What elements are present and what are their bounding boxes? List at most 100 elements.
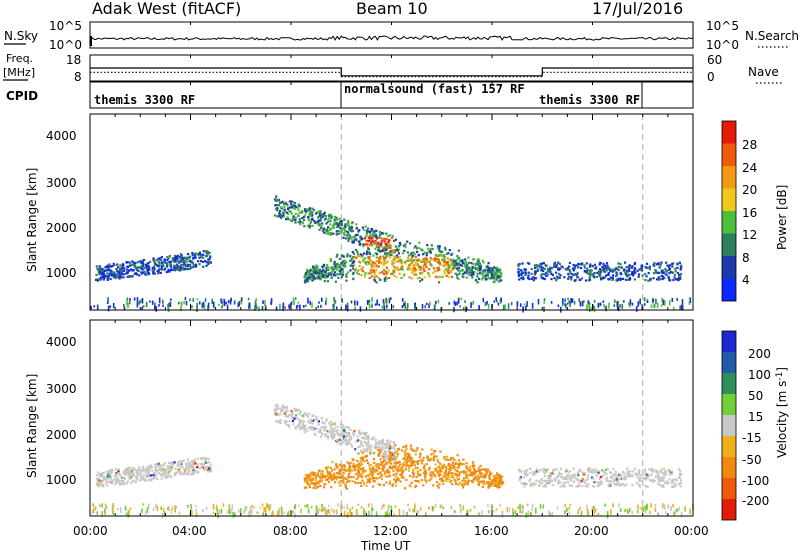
scatter-point xyxy=(324,433,327,436)
scatter-point xyxy=(375,253,378,256)
scatter-point xyxy=(367,443,370,446)
ground-scatter-point xyxy=(417,510,419,514)
scatter-point xyxy=(476,272,479,275)
scatter-point xyxy=(389,451,393,454)
scatter-point xyxy=(492,277,495,280)
scatter-point xyxy=(175,255,178,258)
scatter-point xyxy=(581,471,584,474)
scatter-point xyxy=(206,465,210,469)
ground-scatter-point xyxy=(270,302,273,306)
scatter-point xyxy=(637,275,640,278)
scatter-point xyxy=(329,423,332,426)
scatter-point xyxy=(633,269,636,272)
scatter-point xyxy=(378,277,381,280)
scatter-point xyxy=(111,265,114,268)
scatter-point xyxy=(495,276,498,279)
ground-scatter-point xyxy=(145,301,148,308)
scatter-point xyxy=(436,276,439,279)
scatter-point xyxy=(593,263,597,266)
scatter-point xyxy=(440,464,443,467)
ground-scatter-point xyxy=(378,303,381,307)
scatter-point xyxy=(153,260,156,264)
scatter-point xyxy=(557,267,560,270)
scatter-point xyxy=(123,482,126,485)
scatter-point xyxy=(412,251,415,254)
scatter-point xyxy=(462,272,465,276)
scatter-point xyxy=(361,436,364,439)
scatter-point xyxy=(343,477,346,480)
scatter-point xyxy=(588,276,591,279)
ground-scatter-point xyxy=(519,303,522,307)
scatter-point xyxy=(387,241,390,244)
scatter-point xyxy=(326,468,329,471)
scatter-point xyxy=(342,255,345,258)
scatter-point xyxy=(608,480,611,483)
scatter-point xyxy=(188,468,191,472)
ground-scatter-point xyxy=(662,503,664,509)
ground-scatter-point xyxy=(294,297,297,300)
ground-scatter-point xyxy=(180,305,182,312)
scatter-point xyxy=(588,279,591,282)
power-colorbar xyxy=(721,120,737,302)
scatter-point xyxy=(355,464,358,467)
scatter-point xyxy=(614,470,617,473)
scatter-point xyxy=(632,272,635,276)
ground-scatter-point xyxy=(525,305,527,311)
scatter-point xyxy=(397,260,400,263)
scatter-point xyxy=(290,212,293,215)
scatter-point xyxy=(437,460,440,463)
scatter-point xyxy=(396,247,399,250)
ground-scatter-point xyxy=(240,299,243,305)
scatter-point xyxy=(190,260,193,263)
scatter-point xyxy=(590,471,593,474)
scatter-point xyxy=(95,278,98,281)
scatter-point xyxy=(471,262,474,265)
scatter-point xyxy=(679,272,683,276)
scatter-point xyxy=(617,481,620,484)
ground-scatter-point xyxy=(345,304,347,310)
scatter-point xyxy=(422,266,425,269)
scatter-point xyxy=(464,264,467,267)
scatter-point xyxy=(399,262,402,265)
scatter-point xyxy=(164,472,167,475)
scatter-point xyxy=(517,268,520,271)
scatter-point xyxy=(299,410,302,413)
scatter-point xyxy=(494,278,497,281)
scatter-point xyxy=(338,263,341,266)
scatter-point xyxy=(581,480,584,483)
scatter-point xyxy=(333,262,336,266)
scatter-point xyxy=(166,256,169,259)
scatter-point xyxy=(386,462,389,465)
scatter-point xyxy=(450,463,453,466)
scatter-point xyxy=(463,261,466,264)
scatter-point xyxy=(183,262,186,265)
scatter-point xyxy=(130,470,133,473)
ground-scatter-point xyxy=(106,506,108,509)
scatter-point xyxy=(479,480,482,483)
scatter-point xyxy=(197,253,200,256)
scatter-point xyxy=(670,482,674,485)
ground-scatter-point xyxy=(478,305,480,311)
scatter-point xyxy=(396,476,399,480)
scatter-point xyxy=(655,270,658,273)
scatter-point xyxy=(573,273,576,276)
scatter-point xyxy=(188,465,191,468)
scatter-point xyxy=(533,270,537,273)
ground-scatter-point xyxy=(414,302,416,309)
scatter-point xyxy=(473,479,476,482)
scatter-point xyxy=(404,246,407,249)
scatter-point xyxy=(410,252,413,255)
scatter-point xyxy=(395,450,399,453)
scatter-point xyxy=(605,266,608,270)
scatter-point xyxy=(481,480,484,483)
scatter-point xyxy=(375,256,378,259)
scatter-point xyxy=(162,467,166,471)
freq-tick-top: 18 xyxy=(66,53,81,67)
scatter-point xyxy=(530,277,533,280)
scatter-point xyxy=(534,473,537,476)
scatter-point xyxy=(129,261,132,264)
scatter-point xyxy=(171,257,174,260)
scatter-point xyxy=(141,271,144,274)
scatter-point xyxy=(395,472,398,475)
scatter-point xyxy=(371,466,374,469)
